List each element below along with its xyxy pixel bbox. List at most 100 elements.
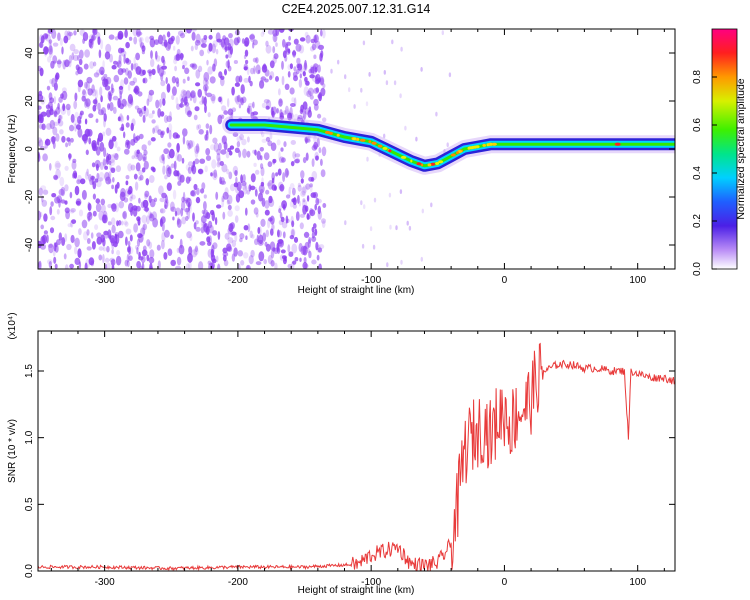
spectrogram-noise-speck <box>199 49 205 57</box>
spectrogram-noise-speck <box>406 220 409 226</box>
spectrogram-noise-speck <box>286 218 290 223</box>
spectrogram-noise-speck <box>101 214 107 224</box>
spectrogram-noise-speck <box>286 41 292 46</box>
spectrogram-noise-speck <box>223 110 229 115</box>
colorbar-tick-label: 0.0 <box>692 262 703 276</box>
spectrogram-noise-speck <box>227 227 233 235</box>
spectrogram-noise-speck <box>318 44 324 51</box>
spectrogram-noise-speck <box>256 150 261 161</box>
spectrogram-noise-speck <box>98 171 105 182</box>
spectrogram-noise-speck <box>228 171 233 180</box>
spectrogram-noise-speck <box>181 216 187 225</box>
spectrogram-noise-speck <box>143 156 146 161</box>
spectrogram-noise-speck <box>226 168 230 175</box>
spectrogram-noise-speck <box>241 180 247 187</box>
spectrogram-noise-speck <box>40 96 46 105</box>
spectrogram-noise-speck <box>287 244 291 253</box>
spectrogram-noise-speck <box>254 189 258 197</box>
y-tick-label: 0 <box>24 146 35 152</box>
spectrogram-noise-speck <box>290 228 296 238</box>
spectrogram-noise-speck <box>176 218 182 228</box>
spectrogram-noise-speck <box>198 129 204 135</box>
spectrogram-noise-speck <box>218 96 222 103</box>
spectrogram-noise-speck <box>98 109 104 116</box>
spectrogram-noise-speck <box>182 65 185 70</box>
spectrogram-noise-speck <box>225 54 229 59</box>
spectrogram-noise-speck <box>122 210 128 220</box>
spectrogram-noise-speck <box>308 87 314 96</box>
spectrogram-noise-speck <box>305 136 308 144</box>
spectrogram-noise-speck <box>38 117 41 123</box>
spectrogram-noise-speck <box>43 213 48 222</box>
spectrogram-noise-speck <box>299 63 303 73</box>
spectrogram-noise-speck <box>234 170 238 177</box>
spectrogram-noise-speck <box>67 31 73 37</box>
spectrogram-noise-speck <box>302 198 306 203</box>
spectrogram-noise-speck <box>308 237 312 244</box>
spectrogram-noise-speck <box>88 113 94 119</box>
spectrogram-noise-speck <box>408 225 412 231</box>
spectrogram-noise-speck <box>180 89 187 99</box>
spectrogram-noise-speck <box>306 135 311 142</box>
spectrogram-noise-speck <box>248 105 253 115</box>
spectrogram-noise-speck <box>49 79 54 84</box>
spectrogram-noise-speck <box>146 215 150 225</box>
spectrogram-noise-speck <box>92 145 98 152</box>
spectrogram-noise-speck <box>142 153 147 162</box>
spectrogram-noise-speck <box>292 71 298 78</box>
spectrogram-noise-speck <box>107 229 112 239</box>
x-tick-label: 100 <box>629 577 646 588</box>
spectrogram-noise-speck <box>167 41 171 50</box>
spectrogram-noise-speck <box>108 160 112 166</box>
spectrogram-noise-speck <box>136 107 142 114</box>
spectrogram-noise-speck <box>188 246 193 255</box>
spectrogram-noise-speck <box>127 84 131 91</box>
spectrogram-noise-speck <box>137 152 143 162</box>
spectrogram-noise-speck <box>61 87 67 93</box>
spectrogram-noise-speck <box>389 224 392 230</box>
spectrogram-noise-speck <box>441 30 444 36</box>
spectrogram-noise-speck <box>81 189 87 200</box>
spectrogram-noise-speck <box>203 194 207 199</box>
spectrogram-noise-speck <box>118 201 125 209</box>
spectrogram-noise-speck <box>321 220 326 228</box>
spectrogram-noise-speck <box>142 69 146 76</box>
spectrogram-noise-speck <box>55 162 62 168</box>
spectrogram-noise-speck <box>149 35 155 40</box>
spectrogram-noise-speck <box>129 234 133 242</box>
spectrogram-noise-speck <box>273 53 279 60</box>
spectrogram-noise-speck <box>141 262 145 269</box>
spectrogram-noise-speck <box>183 96 188 106</box>
spectrogram-noise-speck <box>201 95 205 105</box>
spectrogram-noise-speck <box>143 149 148 156</box>
spectrogram-noise-speck <box>39 41 44 49</box>
spectrogram-noise-speck <box>308 176 313 182</box>
spectrogram-noise-speck <box>77 66 83 75</box>
spectrogram-noise-speck <box>366 156 369 162</box>
spectrogram-noise-speck <box>100 198 106 206</box>
spectrogram-noise-speck <box>383 70 386 75</box>
spectrogram-noise-speck <box>124 67 129 76</box>
spectrogram-noise-speck <box>48 92 53 101</box>
spectrogram-noise-speck <box>56 208 60 215</box>
spectrogram-noise-speck <box>38 123 44 130</box>
spectrogram-noise-speck <box>117 98 121 108</box>
spectrogram-noise-speck <box>111 225 116 234</box>
spectrogram-noise-speck <box>233 247 238 257</box>
spectrogram-noise-speck <box>318 263 322 269</box>
spectrogram-noise-speck <box>299 222 304 230</box>
y-tick-label: -40 <box>24 237 35 252</box>
spectrogram-noise-speck <box>223 37 230 46</box>
spectrogram-noise-speck <box>176 48 181 56</box>
spectrogram-noise-speck <box>195 196 201 204</box>
spectrogram-noise-speck <box>319 52 323 62</box>
spectrogram-noise-speck <box>197 124 202 130</box>
spectrogram-noise-speck <box>43 46 49 55</box>
spectrogram-noise-speck <box>255 212 259 218</box>
spectrogram-noise-speck <box>184 67 190 75</box>
snr-y-axis-label: SNR (10 * v/v) <box>7 419 18 483</box>
spectrogram-noise-speck <box>227 108 234 116</box>
spectrogram-noise-speck <box>172 189 177 200</box>
spectrogram-noise-speck <box>149 262 153 269</box>
spectrogram-noise-speck <box>306 213 310 220</box>
